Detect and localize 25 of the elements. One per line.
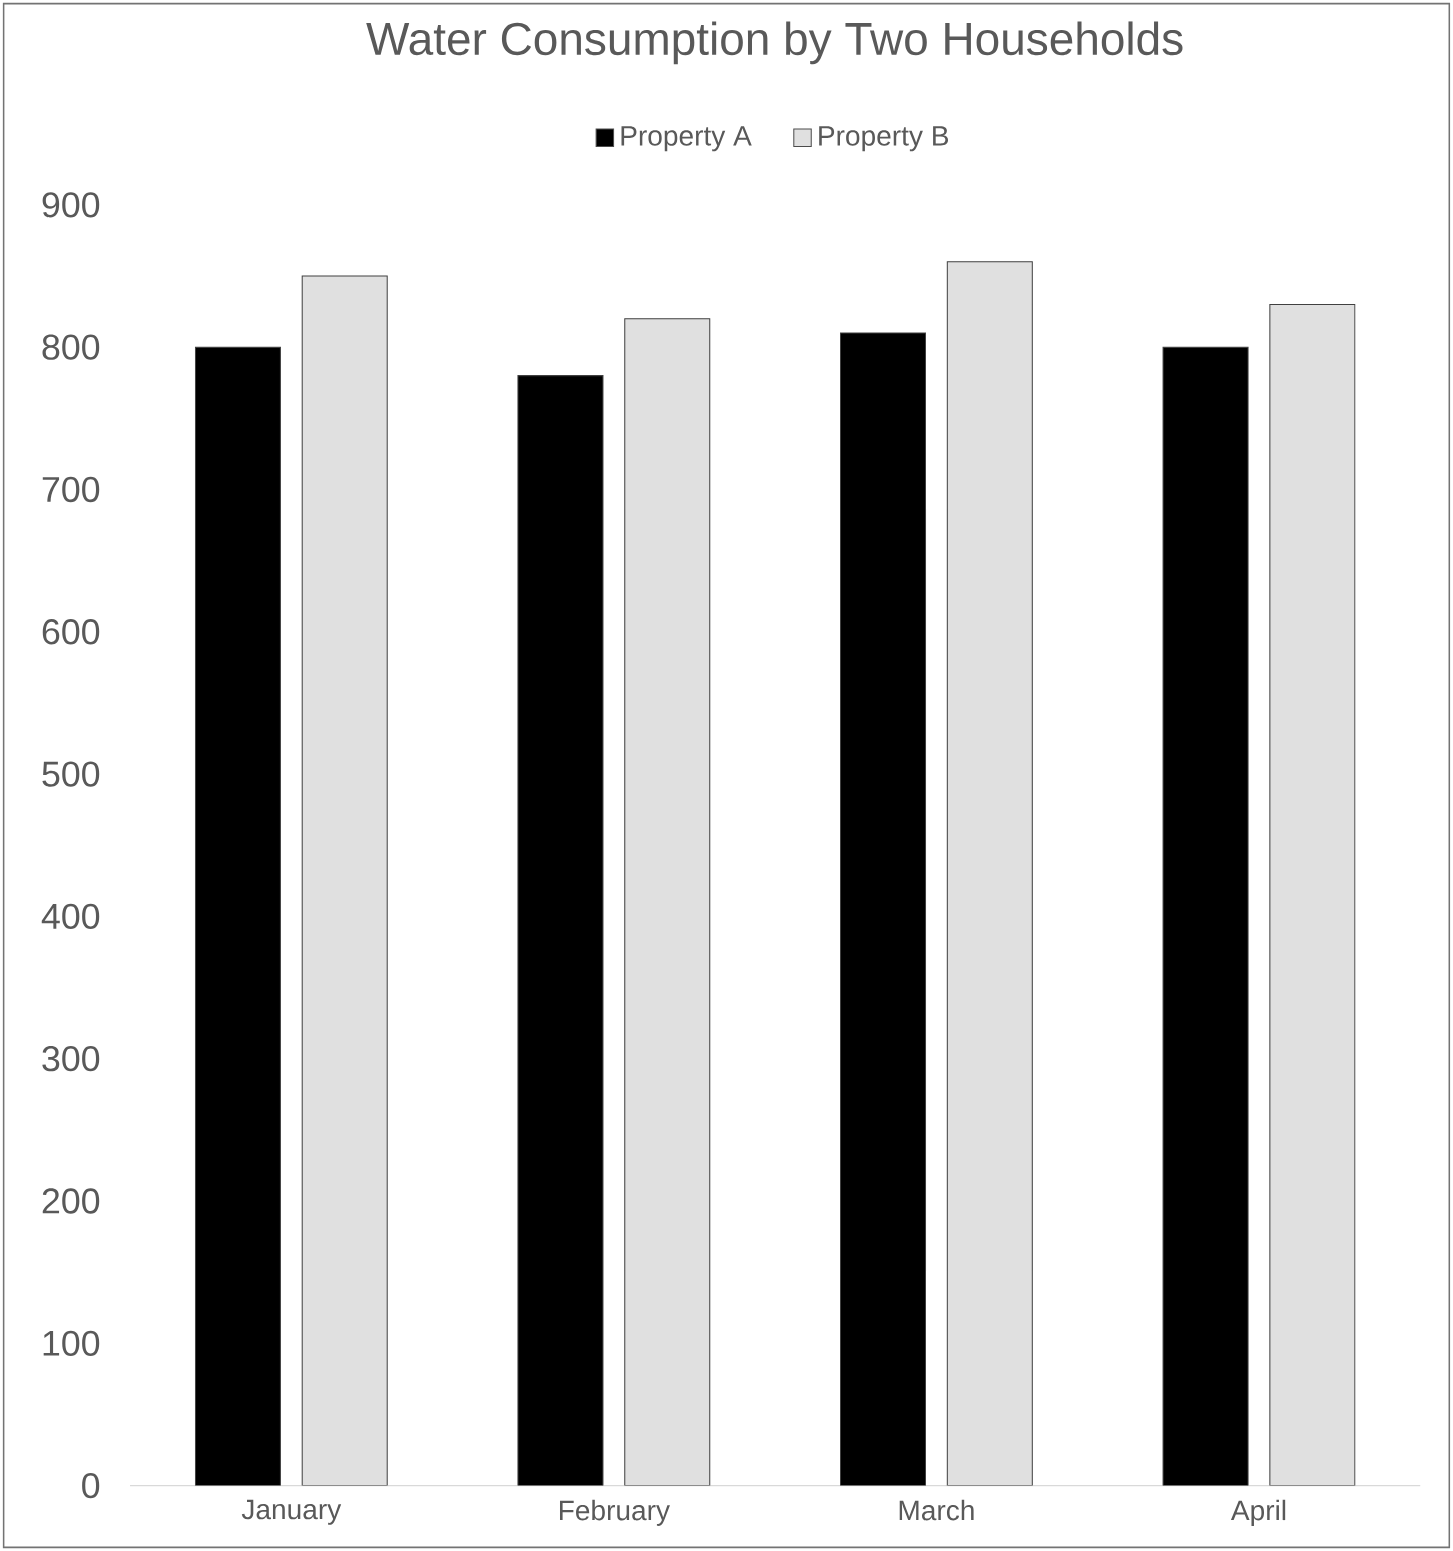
bar	[301, 275, 388, 1486]
y-tick-label: 100	[43, 1330, 100, 1356]
bar	[1269, 303, 1356, 1486]
y-tick-label: 300	[42, 1046, 100, 1072]
bar	[946, 261, 1033, 1486]
legend-label: Property B	[819, 126, 949, 152]
y-tick-label: 0	[82, 1472, 100, 1499]
x-tick-label: March	[899, 1499, 974, 1521]
bar	[1162, 346, 1249, 1486]
x-tick-label: February	[560, 1499, 670, 1526]
y-tick-label: 500	[42, 761, 100, 787]
y-tick-label: 700	[42, 476, 100, 503]
x-tick-label: April	[1230, 1499, 1286, 1526]
y-tick-label: 900	[42, 192, 100, 218]
y-tick-label: 600	[42, 619, 100, 645]
legend-label: Property A	[621, 126, 752, 152]
chart-title: Water Consumption by Two Households	[366, 21, 1183, 65]
bar	[840, 332, 927, 1486]
bar	[194, 346, 281, 1486]
bar	[517, 375, 604, 1486]
y-tick-label: 400	[41, 903, 100, 930]
x-tick-label: January	[241, 1499, 342, 1525]
y-tick-label: 800	[42, 334, 100, 360]
bar	[624, 318, 711, 1486]
y-tick-label: 200	[42, 1188, 100, 1214]
